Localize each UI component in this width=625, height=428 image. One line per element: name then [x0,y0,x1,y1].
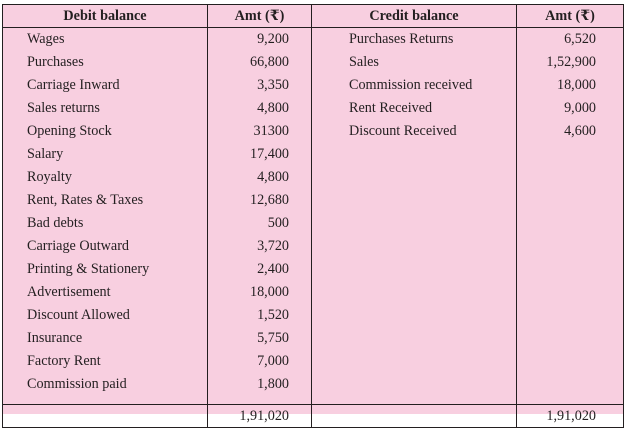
credit-amount-cell [516,350,624,373]
table-row: Royalty 4,800 [2,166,624,189]
credit-account-cell: Discount Received [349,123,457,139]
credit-amount-cell: 18,000 [516,74,624,97]
table-header-row: Debit balance Amt (₹) Credit balance Amt… [2,4,624,28]
credit-account-cell [312,143,517,166]
credit-account-cell [312,373,517,396]
credit-amount-cell [516,235,624,258]
debit-amount-cell: 12,680 [207,189,312,212]
trial-balance-panel: Debit balance Amt (₹) Credit balance Amt… [2,4,624,428]
table-row: Printing & Stationery 2,400 [2,258,624,281]
debit-account-cell: Opening Stock [2,120,208,143]
header-credit-amount: Amt (₹) [516,4,624,28]
table-row: Sales returns 4,800 Rent Received 9,000 [2,97,624,120]
debit-amount-cell: 18,000 [207,281,312,304]
credit-account-cell [312,281,517,304]
table-row: Salary 17,400 [2,143,624,166]
table-row: Wages 9,200 Purchases Returns 6,520 [2,27,624,51]
debit-amount-cell: 5,750 [207,327,312,350]
credit-amount-cell [516,373,624,396]
credit-account-cell [312,189,517,212]
debit-account-cell: Purchases [2,51,208,74]
credit-amount-cell: 6,520 [516,27,624,51]
credit-account-cell [312,212,517,235]
credit-account-cell [312,327,517,350]
debit-account-cell: Discount Allowed [2,304,208,327]
credit-amount-cell: 9,000 [516,97,624,120]
debit-account-cell: Factory Rent [2,350,208,373]
header-credit-balance: Credit balance [311,4,517,28]
table-row: Factory Rent 7,000 [2,350,624,373]
debit-account-cell: Sales returns [2,97,208,120]
debit-account-cell: Bad debts [2,212,208,235]
debit-amount-cell: 9,200 [207,27,312,51]
credit-amount-cell: 4,600 [516,120,624,143]
debit-account-cell: Printing & Stationery [2,258,208,281]
debit-total: 1,91,020 [207,404,312,428]
debit-account-cell: Advertisement [2,281,208,304]
debit-account-cell: Commission paid [2,373,208,396]
debit-account-cell: Wages [2,27,208,51]
table-row: Opening Stock 31300 Discount Received 4,600 [2,120,624,143]
header-debit-balance: Debit balance [2,4,208,28]
credit-amount-cell [516,304,624,327]
debit-account-cell: Carriage Outward [2,235,208,258]
credit-account-cell: Rent Received [349,100,433,116]
credit-amount-cell [516,189,624,212]
table-row: Rent, Rates & Taxes 12,680 [2,189,624,212]
debit-amount-cell: 17,400 [207,143,312,166]
debit-amount-cell: 3,350 [207,74,312,97]
debit-amount-cell: 7,000 [207,350,312,373]
debit-account-cell: Insurance [2,327,208,350]
header-debit-amount: Amt (₹) [207,4,312,28]
credit-total: 1,91,020 [516,404,624,428]
table-row: Purchases 66,800 Sales 1,52,900 [2,51,624,74]
table-row: Insurance 5,750 [2,327,624,350]
credit-account-cell [312,350,517,373]
debit-amount-cell: 1,800 [207,373,312,396]
table-row: Advertisement 18,000 [2,281,624,304]
table-row: Carriage Outward 3,720 [2,235,624,258]
debit-amount-cell: 31300 [207,120,312,143]
credit-amount-cell [516,258,624,281]
credit-account-cell: Sales [349,54,379,70]
credit-amount-cell [516,166,624,189]
credit-account-cell [312,304,517,327]
credit-amount-cell [516,281,624,304]
debit-amount-cell: 1,520 [207,304,312,327]
debit-amount-cell: 4,800 [207,166,312,189]
debit-amount-cell: 2,400 [207,258,312,281]
totals-row: 1,91,020 1,91,020 [2,404,624,428]
totals-blank-debit [2,404,208,428]
totals-blank-credit [311,404,517,428]
table-row: Carriage Inward 3,350 Commission received 1… [2,74,624,97]
credit-account-cell [312,235,517,258]
credit-account-cell [312,166,517,189]
credit-account-cell [312,258,517,281]
credit-amount-cell: 1,52,900 [516,51,624,74]
table-row: Discount Allowed 1,520 [2,304,624,327]
credit-amount-cell [516,212,624,235]
debit-amount-cell: 4,800 [207,97,312,120]
credit-account-cell: Commission received [349,77,473,93]
credit-amount-cell [516,327,624,350]
trial-balance-table: Debit balance Amt (₹) Credit balance Amt… [2,4,624,428]
debit-amount-cell: 66,800 [207,51,312,74]
debit-account-cell: Royalty [2,166,208,189]
debit-account-cell: Rent, Rates & Taxes [2,189,208,212]
debit-amount-cell: 3,720 [207,235,312,258]
credit-amount-cell [516,143,624,166]
table-body: Wages 9,200 Purchases Returns 6,520 Purchase… [2,27,624,396]
spacer-row [2,396,624,405]
table-row: Commission paid 1,800 [2,373,624,396]
debit-account-cell: Salary [2,143,208,166]
debit-account-cell: Carriage Inward [2,74,208,97]
credit-account-cell: Purchases Returns [349,31,454,47]
table-row: Bad debts 500 [2,212,624,235]
debit-amount-cell: 500 [207,212,312,235]
